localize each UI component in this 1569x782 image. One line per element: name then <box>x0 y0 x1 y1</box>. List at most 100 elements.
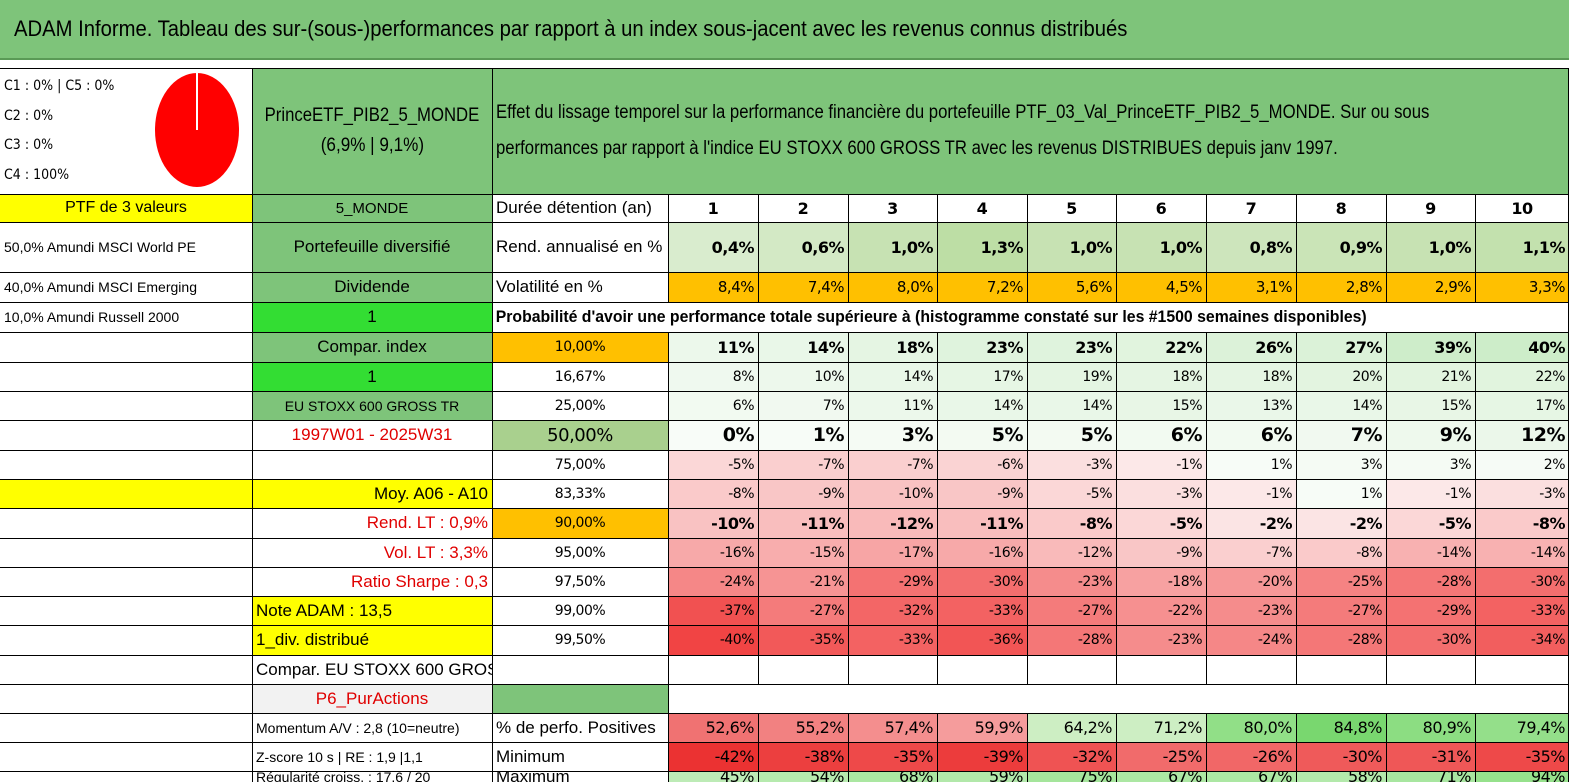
grid-line <box>0 713 1569 714</box>
grid-line <box>0 596 1569 597</box>
grid-line <box>1386 194 1387 302</box>
vol-value: 2,8% <box>1296 272 1386 302</box>
zscore-label: Z-score 10 s | RE : 1,9 |1,1 <box>256 748 423 765</box>
grid-line <box>1116 332 1117 684</box>
style-filler <box>492 684 668 713</box>
quantile-value: -16% <box>937 538 1027 567</box>
quantile-value: -1% <box>1386 479 1475 508</box>
quantile-value: 3% <box>848 420 937 450</box>
index-name: EU STOXX 600 GROSS TR <box>252 391 492 420</box>
maximum-value: 94% <box>1475 771 1569 782</box>
quantile-value: -3% <box>1116 479 1206 508</box>
compar-index-label: Compar. index <box>252 332 492 362</box>
momentum-label: Momentum A/V : 2,8 (10=neutre) <box>256 719 460 736</box>
quantile-value: 5% <box>1027 420 1116 450</box>
positive-perf-value: 80,9% <box>1386 713 1475 742</box>
quantile-value: -20% <box>1206 567 1296 596</box>
rend-value: 0,6% <box>758 222 848 272</box>
year-header: 4 <box>976 198 988 218</box>
quantile-value: -14% <box>1386 538 1475 567</box>
quantile-value: 22% <box>1475 362 1569 391</box>
grid-line <box>1027 332 1028 684</box>
minimum-value: -39% <box>937 742 1027 771</box>
quantile-value: 22% <box>1116 332 1206 362</box>
quantile-value: -18% <box>1116 567 1206 596</box>
quantile-value: 6% <box>1206 420 1296 450</box>
quantile-value: -29% <box>848 567 937 596</box>
grid-line <box>1206 713 1207 782</box>
quantile-label: 99,00% <box>554 602 606 619</box>
fund-name-cell: PrinceETF_PIB2_5_MONDE (6,9% | 9,1%) <box>252 68 492 194</box>
allocation-line: C1 : 0% | C5 : 0% <box>4 78 115 94</box>
quantile-value: 7% <box>758 391 848 420</box>
quantile-value: 14% <box>1027 391 1116 420</box>
quantile-label: 25,00% <box>554 397 606 414</box>
quantile-label: 97,50% <box>554 573 606 590</box>
allocation-panel: C1 : 0% | C5 : 0% C2 : 0% C3 : 0% C4 : 100% <box>0 68 252 194</box>
quantile-value: -5% <box>1386 508 1475 538</box>
quantile-value: 1% <box>1206 450 1296 479</box>
quantile-label: 75,00% <box>554 456 606 473</box>
quantile-value: -28% <box>1386 567 1475 596</box>
grid-line <box>1296 332 1297 684</box>
grid-line <box>1116 194 1117 302</box>
quantile-value: -8% <box>668 479 758 508</box>
quantile-value: 10% <box>758 362 848 391</box>
quantile-value: 3% <box>1296 450 1386 479</box>
rend-value: 1,0% <box>1027 222 1116 272</box>
grid-line <box>937 713 938 782</box>
quantile-value: 8% <box>668 362 758 391</box>
quantile-value: 18% <box>1206 362 1296 391</box>
year-header: 2 <box>797 198 809 218</box>
quantile-value: -30% <box>1475 567 1569 596</box>
grid-line <box>0 538 1569 539</box>
quantile-value: 0% <box>668 420 758 450</box>
quantile-value: 20% <box>1296 362 1386 391</box>
quantile-value: -11% <box>937 508 1027 538</box>
quantile-value: 1% <box>758 420 848 450</box>
quantile-value: -7% <box>758 450 848 479</box>
grid-line <box>492 68 493 782</box>
grid-line <box>0 391 1569 392</box>
positive-perf-value: 71,2% <box>1116 713 1206 742</box>
grid-line <box>758 332 759 684</box>
maximum-value: 68% <box>848 771 937 782</box>
quantile-value: -7% <box>848 450 937 479</box>
quantile-value: -15% <box>758 538 848 567</box>
grid-line <box>1206 332 1207 684</box>
minimum-value: -38% <box>758 742 848 771</box>
allocation-line: C3 : 0% <box>4 137 54 153</box>
quantile-label: 16,67% <box>554 368 606 385</box>
grid-line <box>0 567 1569 568</box>
ptf-header: PTF de 3 valeurs <box>0 194 252 222</box>
quantile-value: -30% <box>937 567 1027 596</box>
moy-label: Moy. A06 - A10 <box>0 479 492 508</box>
grid-line <box>0 684 1569 685</box>
quantile-value: 7% <box>1296 420 1386 450</box>
grid-line <box>0 302 1569 303</box>
year-header: 8 <box>1335 198 1347 218</box>
grid-line <box>0 771 1569 772</box>
grid-line <box>1296 194 1297 302</box>
grid-line <box>758 194 759 302</box>
allocation-line: C2 : 0% <box>4 107 54 124</box>
description-cell: Effet du lissage temporel sur la perform… <box>492 68 1569 194</box>
quantile-value: -2% <box>1206 508 1296 538</box>
maximum-value: 75% <box>1027 771 1116 782</box>
quantile-value: -24% <box>668 567 758 596</box>
quantile-value: -30% <box>1386 625 1475 655</box>
positive-perf-value: 57,4% <box>848 713 937 742</box>
maximum-value: 67% <box>1116 771 1206 782</box>
quantile-value: -14% <box>1475 538 1569 567</box>
rend-value: 1,3% <box>937 222 1027 272</box>
minimum-value: -35% <box>848 742 937 771</box>
regularite-label: Régularité croiss. : 17,6 / 20 <box>256 771 431 782</box>
minimum-value: -42% <box>668 742 758 771</box>
quantile-value: 13% <box>1206 391 1296 420</box>
fund-perf: (6,9% | 9,1%) <box>320 135 424 156</box>
maximum-value: 54% <box>758 771 848 782</box>
rend-value: 1,0% <box>1116 222 1206 272</box>
title-bar: ADAM Informe. Tableau des sur-(sous-)per… <box>0 0 1569 60</box>
quantile-value: -1% <box>1116 450 1206 479</box>
vol-value: 4,5% <box>1116 272 1206 302</box>
